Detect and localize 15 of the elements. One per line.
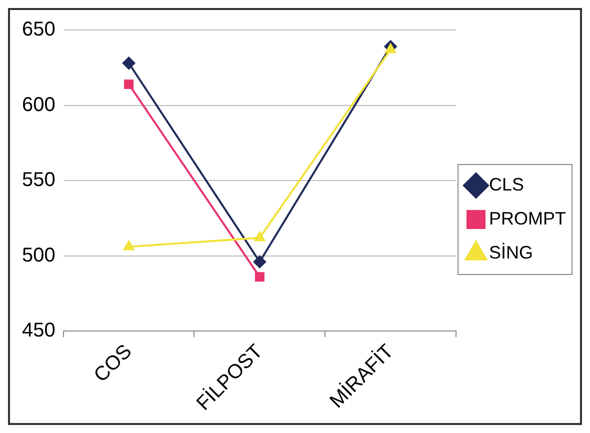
y-tick-label: 450 — [22, 320, 56, 342]
y-tick-label: 650 — [22, 18, 56, 41]
point — [254, 272, 264, 282]
y-tick-label: 550 — [22, 169, 56, 192]
y-tick-label: 500 — [22, 244, 56, 266]
y-tick-label: 600 — [22, 94, 56, 116]
point — [384, 43, 396, 54]
legend-label: PROMPT — [489, 208, 566, 228]
point — [254, 231, 266, 242]
point — [123, 240, 135, 250]
legend-label: SİNG — [489, 242, 534, 262]
point — [253, 255, 266, 268]
point — [124, 79, 134, 89]
point — [122, 56, 136, 70]
legend-label: CLS — [489, 174, 524, 194]
